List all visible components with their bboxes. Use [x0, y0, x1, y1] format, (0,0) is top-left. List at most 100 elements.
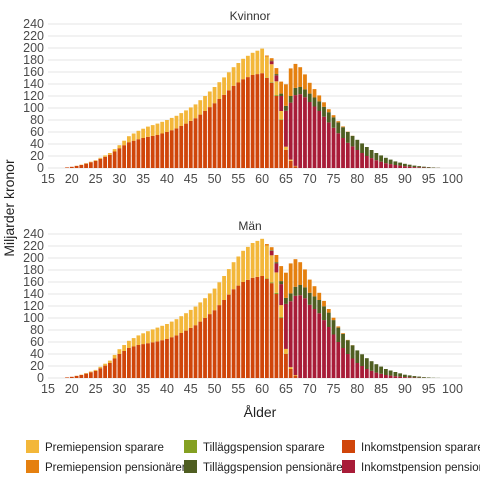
bar-inc-pen-age-72: [317, 111, 322, 168]
bar-pre-sav-age-34: [136, 130, 141, 140]
bar-til-pen-age-81: [360, 354, 364, 366]
bar-inc-sav-age-39: [160, 133, 165, 168]
bar-inc-sav-age-54: [231, 289, 236, 378]
bar-inc-sav-age-25: [93, 160, 98, 168]
bar-pre-sav-age-35: [141, 333, 146, 345]
bar-pre-sav-age-36: [146, 331, 150, 344]
bar-inc-sav-age-47: [198, 321, 203, 378]
bar-pre-sav-age-53: [226, 269, 231, 295]
bar-inc-sav-age-35: [141, 138, 146, 168]
bar-inc-pen-age-68: [298, 295, 303, 378]
x-tick-label: 75: [327, 172, 341, 186]
bar-inc-pen-age-66: [288, 102, 293, 160]
x-tick-label: 55: [231, 172, 245, 186]
bar-til-pen-age-66: [288, 96, 293, 103]
bar-til-pen-age-94: [422, 166, 426, 168]
legend-swatch-pre-sav: [26, 440, 39, 453]
panel-kvinnor: Kvinnor020406080100120140160180200220240…: [23, 9, 463, 186]
bar-til-pen-age-82: [364, 358, 369, 369]
bar-inc-sav-age-39: [160, 340, 165, 378]
bar-inc-sav-age-33: [131, 346, 136, 378]
bar-pre-pen-age-72: [317, 292, 322, 300]
y-tick-label: 120: [23, 89, 44, 103]
bar-pre-sav-age-49: [207, 91, 212, 108]
bar-pre-sav-age-28: [107, 153, 112, 155]
y-tick-label: 200: [23, 41, 44, 55]
bar-inc-sav-age-65: [284, 150, 288, 168]
bar-inc-pen-age-82: [364, 369, 369, 378]
bar-pre-pen-age-73: [322, 300, 326, 307]
bar-inc-pen-age-87: [388, 164, 393, 168]
bar-inc-sav-age-26: [98, 158, 103, 168]
bar-pre-pen-age-65: [284, 272, 288, 298]
x-tick-label: 70: [303, 382, 317, 396]
bar-til-sav-age-62: [269, 282, 274, 284]
bar-inc-sav-age-19: [65, 167, 69, 168]
bar-til-pen-age-85: [379, 366, 384, 374]
bar-inc-pen-age-63: [274, 75, 279, 82]
bar-til-pen-age-65: [284, 105, 288, 111]
bar-til-sav-age-64: [279, 119, 284, 120]
bar-inc-sav-age-53: [226, 90, 231, 168]
x-tick-label: 85: [374, 382, 388, 396]
bar-pre-sav-age-26: [98, 157, 103, 159]
bar-inc-pen-age-81: [360, 366, 364, 378]
bar-inc-sav-age-52: [222, 300, 226, 378]
x-tick-label: 55: [231, 382, 245, 396]
bar-inc-sav-age-52: [222, 94, 226, 168]
bar-til-pen-age-71: [312, 296, 317, 309]
bar-inc-sav-age-61: [264, 78, 269, 168]
bar-til-pen-age-79: [350, 135, 355, 147]
bar-til-pen-age-73: [322, 106, 326, 117]
bar-pre-sav-age-36: [146, 126, 150, 137]
bars: [65, 48, 441, 168]
bar-pre-sav-age-25: [93, 160, 98, 161]
bar-pre-sav-age-28: [107, 360, 112, 363]
bar-pre-pen-age-77: [341, 126, 345, 128]
bar-inc-pen-age-91: [407, 377, 412, 378]
bar-pre-pen-age-63: [274, 68, 279, 75]
x-tick-label: 15: [41, 382, 55, 396]
x-tick-label: 50: [208, 172, 222, 186]
bar-inc-sav-age-63: [274, 294, 279, 378]
bar-pre-sav-age-33: [131, 338, 136, 347]
bar-pre-pen-age-67: [293, 63, 298, 88]
bar-inc-pen-age-68: [298, 94, 303, 168]
bar-til-pen-age-64: [279, 93, 284, 96]
bar-til-pen-age-86: [383, 369, 388, 375]
bar-pre-sav-age-37: [150, 125, 155, 136]
bar-pre-pen-age-75: [331, 317, 336, 321]
bar-pre-sav-age-38: [155, 327, 160, 342]
bar-pre-pen-age-67: [293, 259, 298, 287]
bar-inc-sav-age-31: [122, 145, 127, 168]
x-tick-label: 20: [65, 172, 79, 186]
bar-inc-sav-age-66: [288, 160, 293, 168]
y-tick-label: 40: [30, 347, 44, 361]
bar-til-pen-age-80: [355, 139, 360, 150]
y-tick-label: 80: [30, 113, 44, 127]
bar-inc-sav-age-46: [193, 118, 198, 168]
bar-pre-sav-age-52: [222, 276, 226, 300]
bar-til-sav-age-62: [269, 82, 274, 83]
bar-inc-sav-age-32: [126, 142, 131, 168]
bar-inc-pen-age-64: [279, 284, 284, 306]
bar-til-pen-age-76: [336, 122, 341, 134]
bar-inc-pen-age-80: [355, 150, 360, 168]
panel-title: Kvinnor: [230, 9, 271, 23]
bar-pre-sav-age-25: [93, 369, 98, 371]
legend-label-pre-sav: Premiepension sparare: [45, 442, 164, 454]
bar-inc-sav-age-40: [165, 132, 169, 168]
bar-inc-pen-age-92: [412, 167, 417, 168]
bar-pre-sav-age-67: [293, 375, 298, 376]
bar-inc-sav-age-51: [217, 305, 222, 378]
bar-inc-sav-age-21: [74, 165, 79, 168]
bar-inc-sav-age-44: [184, 330, 188, 378]
x-tick-label: 15: [41, 172, 55, 186]
bar-inc-sav-age-35: [141, 344, 146, 378]
bar-inc-pen-age-67: [293, 95, 298, 166]
bar-til-pen-age-79: [350, 345, 355, 359]
bar-til-pen-age-67: [293, 286, 298, 296]
bar-pre-sav-age-56: [241, 250, 246, 282]
x-tick-label: 25: [89, 382, 103, 396]
